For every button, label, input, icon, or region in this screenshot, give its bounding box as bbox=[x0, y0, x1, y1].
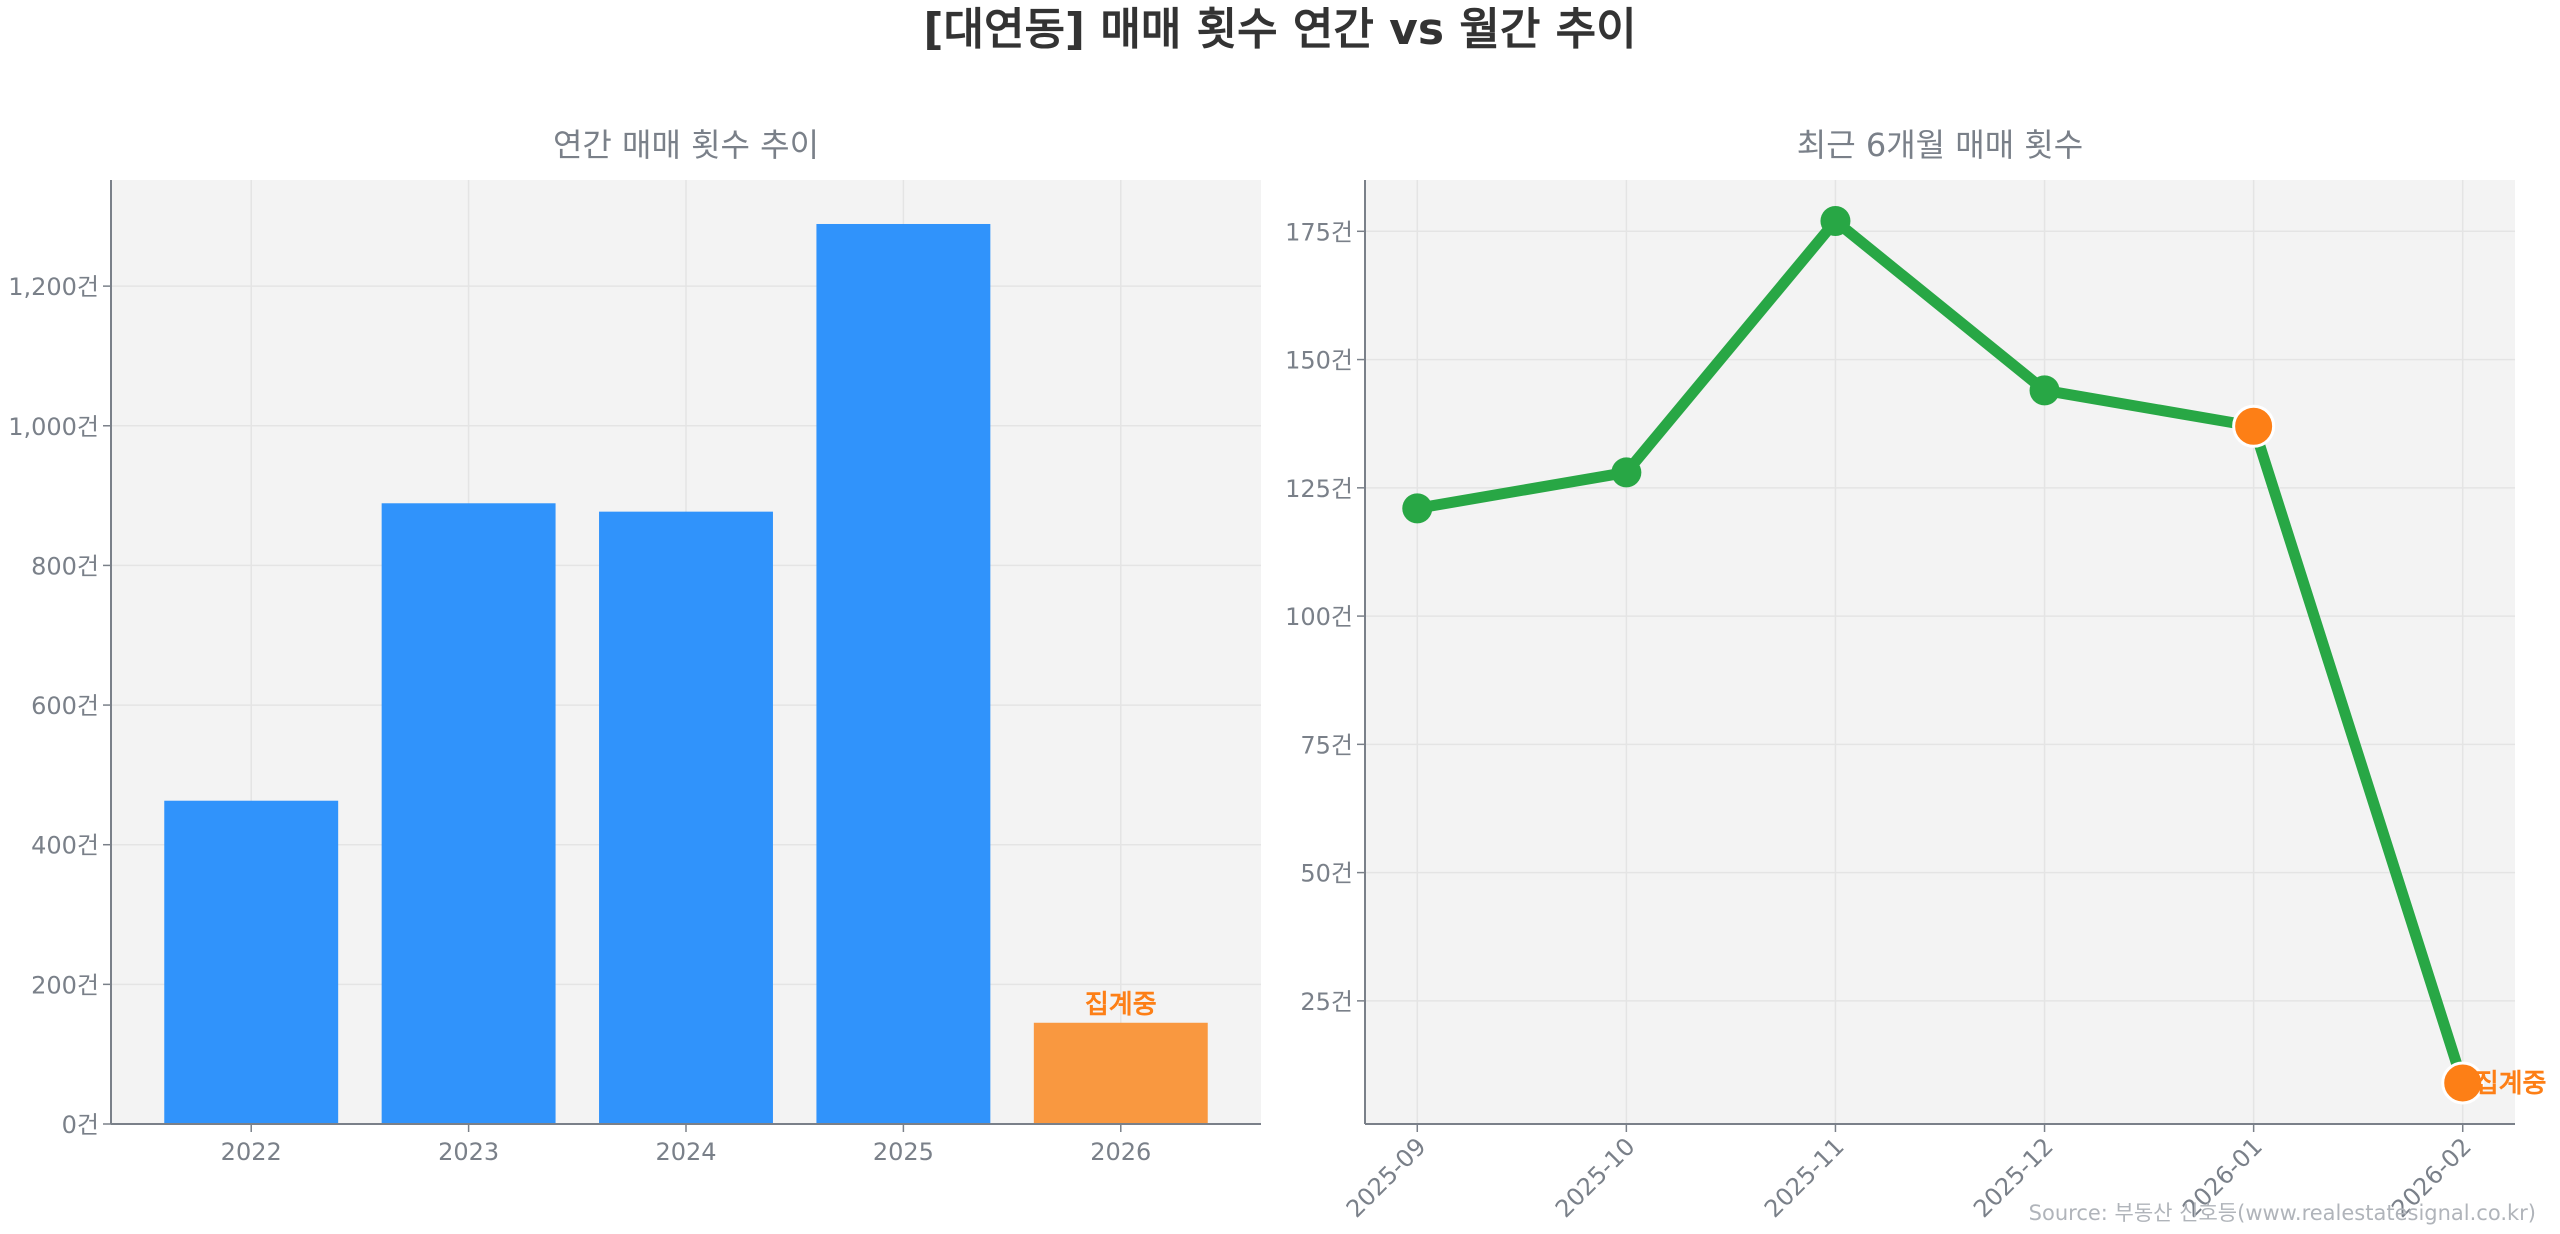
data-point-2026-02 bbox=[2441, 1061, 2485, 1105]
bar-2023 bbox=[381, 503, 556, 1125]
figure-title: [대연동] 매매 횟수 연간 vs 월간 추이 bbox=[923, 4, 1636, 55]
bar-2024 bbox=[599, 511, 773, 1124]
x-tick-label: 2025-10 bbox=[1550, 1132, 1641, 1223]
partial-annotation: 집계중 bbox=[2475, 1069, 2547, 1099]
y-tick-label: 100건 bbox=[1285, 603, 1353, 631]
series-line bbox=[1416, 215, 2468, 1085]
x-tick-label: 2022 bbox=[221, 1138, 282, 1166]
data-point-2025-09 bbox=[1402, 493, 1433, 524]
x-tick-label: 2025-11 bbox=[1759, 1132, 1850, 1223]
y-tick-label: 1,000건 bbox=[8, 413, 99, 441]
bar-2022 bbox=[164, 800, 339, 1124]
data-point-2025-10 bbox=[1611, 457, 1642, 488]
y-tick-label: 0건 bbox=[62, 1111, 99, 1139]
x-tick-label: 2025 bbox=[873, 1138, 934, 1166]
data-point-2026-01 bbox=[2232, 404, 2276, 448]
y-tick-label: 175건 bbox=[1285, 218, 1353, 246]
subplot-title: 최근 6개월 매매 횟수 bbox=[1797, 126, 2083, 164]
bar-2025 bbox=[816, 223, 991, 1124]
source-text: Source: 부동산 신호등(www.realestatesignal.co.… bbox=[2029, 1201, 2536, 1225]
x-tick-label: 2026 bbox=[1090, 1138, 1151, 1166]
y-tick-label: 600건 bbox=[31, 692, 99, 720]
y-tick-label: 800건 bbox=[31, 552, 99, 580]
y-tick-label: 50건 bbox=[1300, 860, 1353, 888]
x-tick-label: 2023 bbox=[438, 1138, 499, 1166]
subplot-title: 연간 매매 횟수 추이 bbox=[553, 126, 819, 164]
y-tick-label: 1,200건 bbox=[8, 273, 99, 301]
y-tick-label: 400건 bbox=[31, 832, 99, 860]
data-point-2025-11 bbox=[1820, 206, 1851, 237]
y-tick-label: 75건 bbox=[1300, 731, 1353, 759]
annual-bar-chart: 연간 매매 횟수 추이 0건 200건 400건 600건 800건 1,000건 1,200… bbox=[8, 126, 1261, 1166]
x-tick-label: 2025-09 bbox=[1341, 1132, 1432, 1223]
plot-area bbox=[1365, 180, 2515, 1124]
bar-2026 bbox=[1033, 1022, 1208, 1124]
y-tick-label: 200건 bbox=[31, 971, 99, 999]
y-tick-label: 125건 bbox=[1285, 475, 1353, 503]
x-tick-label: 2024 bbox=[655, 1138, 716, 1166]
y-tick-label: 150건 bbox=[1285, 347, 1353, 375]
data-point-2025-12 bbox=[2029, 375, 2060, 406]
y-tick-label: 25건 bbox=[1300, 988, 1353, 1016]
monthly-line-chart: 최근 6개월 매매 횟수 25건 50건 75건 100건 125건 150건 175건 202… bbox=[1285, 126, 2546, 1223]
partial-annotation: 집계중 bbox=[1085, 990, 1157, 1020]
